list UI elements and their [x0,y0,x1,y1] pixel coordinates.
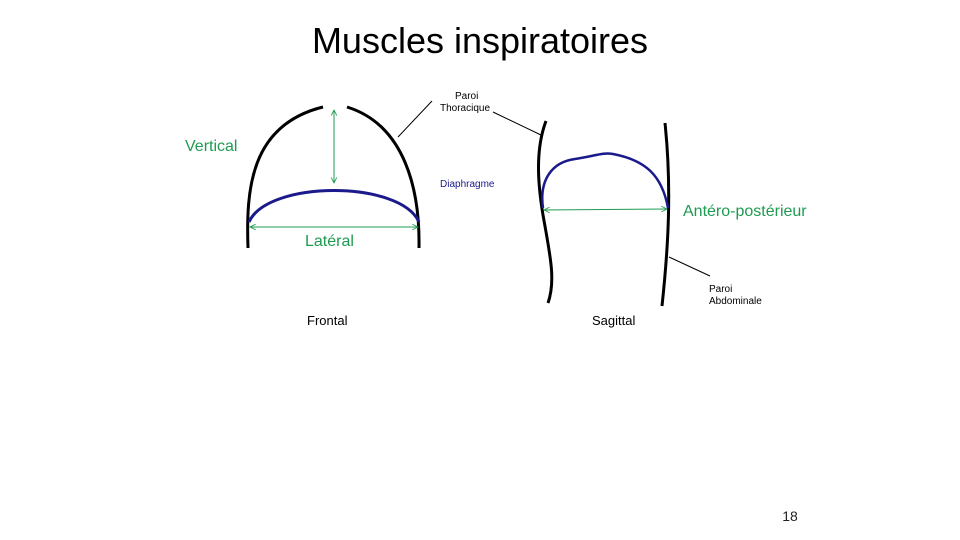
paroi-abdominale-label-line2: Abdominale [709,296,762,307]
diaphragme-label: Diaphragme [440,179,495,190]
posterior-wall [660,122,671,307]
paroi-abdominale-leader [668,256,711,277]
antero-posterior-label: Antéro-postérieur [683,203,807,220]
sagittal-view: Antéro-postérieur Sagittal [537,120,807,328]
lateral-label: Latéral [305,233,354,250]
paroi-thoracique-label-line1: Paroi [455,91,478,102]
sagittal-diaphragm [541,152,670,209]
paroi-thoracique-leader [397,100,433,138]
frontal-view: Vertical Latéral Frontal [185,105,421,328]
paroi-thoracique-leader-sagittal [492,111,542,136]
frontal-label: Frontal [307,313,348,328]
frontal-diaphragm [247,189,421,223]
page-number: 18 [782,508,798,524]
left-thoracic-wall [246,105,324,249]
paroi-abdominale-label-line1: Paroi [709,284,732,295]
sagittal-label: Sagittal [592,313,635,328]
vertical-label: Vertical [185,138,237,155]
anterior-wall [537,120,554,304]
antero-posterior-arrow [544,209,667,210]
paroi-thoracique-label-line2: Thoracique [440,103,490,114]
slide-title: Muscles inspiratoires [311,20,649,61]
